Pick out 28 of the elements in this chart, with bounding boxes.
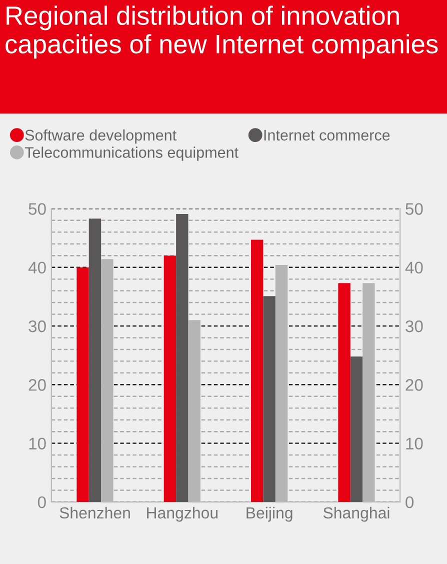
- chart-title: Regional distribution of innovation capacities of new Internet companies: [6, 6, 438, 59]
- y-tick-label: 10: [29, 438, 46, 450]
- bar: [251, 240, 264, 502]
- x-tick-label: Shanghai: [323, 506, 390, 522]
- y2-tick-label: 50: [406, 203, 423, 215]
- bar: [88, 218, 102, 502]
- legend-label: Software development: [25, 129, 176, 144]
- y2-tick-label: 30: [406, 320, 423, 332]
- y-tick-label: 40: [28, 262, 46, 274]
- bar: [338, 283, 350, 502]
- y2-tick-label: 10: [406, 438, 423, 450]
- y-tick-label: 20: [28, 379, 46, 391]
- y2-tick-label: 40: [405, 262, 423, 274]
- bar: [76, 267, 89, 502]
- y-tick-label: 50: [28, 203, 46, 215]
- x-tick-label: Beijing: [246, 506, 292, 522]
- bar: [164, 256, 176, 502]
- y2-tick-label: 20: [406, 379, 423, 391]
- x-tick-label: Shenzhen: [60, 506, 130, 519]
- y-tick-label: 0: [38, 496, 46, 508]
- bar: [350, 356, 363, 502]
- bar: [263, 296, 276, 502]
- legend-label: Internet commerce: [264, 130, 390, 141]
- x-tick-label: Hangzhou: [147, 506, 218, 522]
- y2-tick-label: 0: [406, 496, 414, 508]
- bar: [176, 214, 188, 502]
- legend-label: Telecommunications equipment: [24, 146, 238, 161]
- y-tick-label: 30: [28, 320, 46, 332]
